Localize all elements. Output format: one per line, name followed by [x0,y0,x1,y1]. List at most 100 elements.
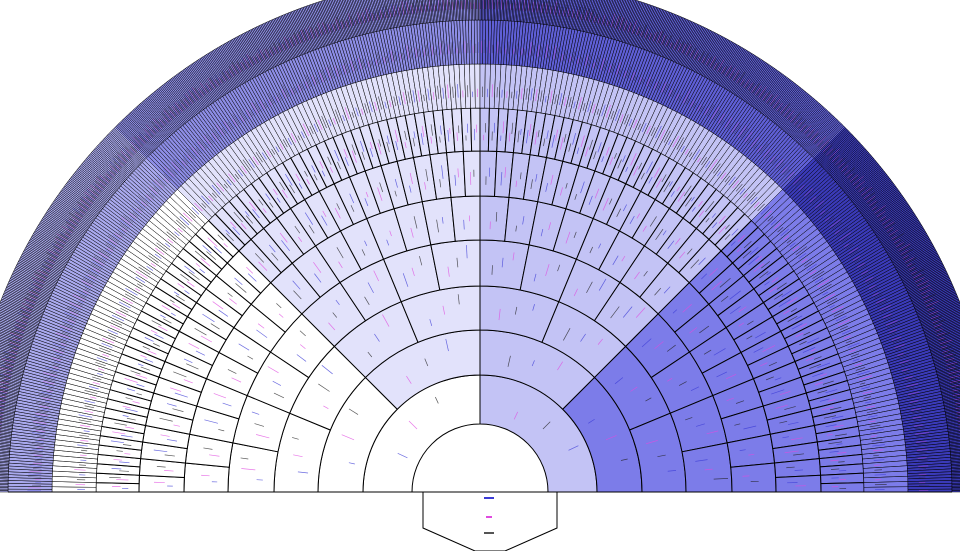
ancestor-cell-gen8-256[interactable] [863,486,909,493]
ancestor-cell-gen7-65[interactable] [479,107,490,152]
ancestor-cell-gen10-33[interactable] [0,440,11,447]
ancestor-cell-gen10-432[interactable] [353,0,366,35]
ancestor-cell-gen10-7[interactable] [0,481,9,484]
ancestor-cell-gen10-54[interactable] [0,407,15,416]
ancestor-cell-gen7-1[interactable] [95,482,140,493]
ancestor-cell-gen7-128[interactable] [820,482,865,493]
ancestor-cell-gen10-122[interactable] [0,303,42,322]
ancestor-cell-gen10-1024[interactable] [951,490,960,493]
ancestor-cell-gen10-490[interactable] [444,0,449,22]
ancestor-cell-gen10-430[interactable] [350,0,363,36]
ancestor-cell-gen10-53[interactable] [0,408,15,418]
ancestor-cell-gen10-36[interactable] [0,435,12,442]
ancestor-cell-gen10-64[interactable] [0,391,18,402]
ancestor-cell-gen10-419[interactable] [333,0,348,40]
ancestor-cell-gen10-421[interactable] [336,0,351,39]
ancestor-cell-gen10-489[interactable] [442,0,447,22]
ancestor-cell-gen10-75[interactable] [0,374,21,387]
ancestor-cell-gen10-120[interactable] [0,306,40,324]
ancestor-cell-gen10-56[interactable] [0,404,16,414]
ancestor-cell-gen10-4[interactable] [0,485,9,488]
ancestor-cell-gen10-51[interactable] [0,412,15,421]
ancestor-cell-gen10-42[interactable] [0,426,13,434]
ancestor-cell-gen10-71[interactable] [0,380,20,392]
ancestor-cell-gen8-128[interactable] [474,63,481,109]
ancestor-cell-gen10-494[interactable] [450,0,455,22]
ancestor-cell-gen10-487[interactable] [439,0,445,22]
ancestor-cell-gen10-57[interactable] [0,402,16,412]
ancestor-cell-gen5-1[interactable] [183,462,230,493]
ancestor-cell-gen10-5[interactable] [0,484,9,487]
ancestor-cell-gen10-55[interactable] [0,405,15,415]
ancestor-cell-gen10-488[interactable] [440,0,446,22]
ancestor-cell-gen10-70[interactable] [0,382,20,394]
ancestor-cell-gen10-499[interactable] [458,0,462,21]
ancestor-cell-gen10-74[interactable] [0,376,21,388]
ancestor-cell-gen10-415[interactable] [327,0,342,42]
ancestor-cell-gen10-413[interactable] [323,0,340,43]
ancestor-cell-gen10-485[interactable] [436,0,442,23]
ancestor-cell-gen10-30[interactable] [0,445,11,451]
ancestor-cell-gen10-66[interactable] [0,388,18,399]
ancestor-cell-gen5-16[interactable] [450,195,481,242]
ancestor-cell-gen6-1[interactable] [138,474,185,493]
ancestor-cell-gen10-6[interactable] [0,482,9,486]
ancestor-cell-gen7-63[interactable] [460,107,473,152]
ancestor-cell-gen10-422[interactable] [338,0,352,39]
ancestor-cell-gen10-47[interactable] [0,418,14,426]
ancestor-cell-gen10-68[interactable] [0,385,19,396]
ancestor-cell-gen10-28[interactable] [0,448,11,454]
ancestor-cell-gen10-428[interactable] [347,0,361,37]
ancestor-cell-gen10-78[interactable] [0,370,22,382]
ancestor-cell-gen6-32[interactable] [462,150,481,197]
ancestor-cell-gen10-40[interactable] [0,429,12,436]
ancestor-cell-gen10-38[interactable] [0,432,12,439]
ancestor-cell-gen10-493[interactable] [448,0,453,22]
ancestor-cell-gen10-418[interactable] [332,0,347,41]
ancestor-cell-gen10-76[interactable] [0,373,22,385]
ancestor-cell-gen10-486[interactable] [437,0,443,22]
ancestor-cell-gen10-63[interactable] [0,393,18,404]
ancestor-cell-gen10-427[interactable] [345,0,359,37]
ancestor-cell-gen10-60[interactable] [0,398,17,408]
ancestor-cell-gen10-3[interactable] [0,487,9,490]
ancestor-cell-gen10-29[interactable] [0,446,11,452]
ancestor-cell-gen7-64[interactable] [470,107,481,152]
ancestor-cell-gen10-62[interactable] [0,394,17,405]
ancestor-cell-gen10-50[interactable] [0,413,14,422]
ancestor-cell-gen10-41[interactable] [0,427,13,435]
ancestor-cell-gen10-39[interactable] [0,430,12,438]
ancestor-cell-gen10-31[interactable] [0,443,11,449]
ancestor-cell-gen10-61[interactable] [0,396,17,406]
ancestor-cell-gen10-498[interactable] [456,0,460,21]
ancestor-cell-gen10-8[interactable] [0,479,9,483]
ancestor-cell-gen7-127[interactable] [820,472,865,485]
ancestor-cell-gen10-46[interactable] [0,419,13,428]
ancestor-cell-gen10-496[interactable] [453,0,458,21]
ancestor-cell-gen6-33[interactable] [479,150,498,197]
ancestor-cell-gen10-495[interactable] [452,0,456,21]
ancestor-cell-gen10-34[interactable] [0,438,11,445]
ancestor-cell-gen8-127[interactable] [469,63,476,109]
ancestor-cell-gen6-64[interactable] [775,474,822,493]
ancestor-cell-gen10-43[interactable] [0,424,13,432]
ancestor-cell-gen10-77[interactable] [0,371,22,384]
ancestor-cell-gen10-58[interactable] [0,401,16,411]
ancestor-cell-gen10-429[interactable] [348,0,362,36]
ancestor-cell-gen10-45[interactable] [0,421,13,429]
ancestor-cell-gen10-73[interactable] [0,377,21,389]
ancestor-cell-gen10-48[interactable] [0,416,14,425]
ancestor-cell-gen10-2[interactable] [0,488,9,491]
ancestor-cell-gen5-17[interactable] [479,195,510,242]
ancestor-cell-gen10-483[interactable] [433,0,439,23]
ancestor-cell-gen10-59[interactable] [0,399,17,409]
ancestor-cell-gen10-35[interactable] [0,437,11,444]
ancestor-cell-gen10-435[interactable] [358,0,370,34]
ancestor-cell-gen10-67[interactable] [0,387,19,398]
ancestor-cell-gen10-72[interactable] [0,379,20,391]
ancestor-cell-gen10-119[interactable] [0,308,40,326]
ancestor-cell-gen8-129[interactable] [479,63,486,109]
ancestor-cell-gen9-256[interactable] [476,19,481,65]
ancestor-cell-gen10-37[interactable] [0,434,12,441]
ancestor-cell-gen10-27[interactable] [0,449,10,455]
